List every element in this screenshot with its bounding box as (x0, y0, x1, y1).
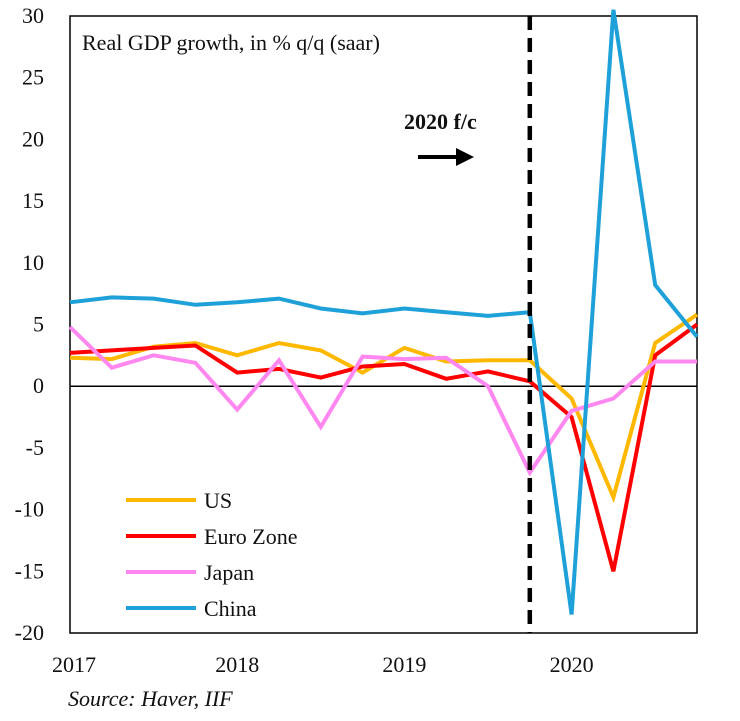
y-tick-label: 0 (33, 373, 44, 398)
y-tick-label: 20 (22, 126, 44, 151)
series-line-china (69, 9, 699, 615)
y-tick-label: -20 (15, 620, 44, 645)
x-year-label: 2018 (215, 652, 259, 677)
y-tick-label: -5 (26, 435, 44, 460)
x-year-label: 2020 (550, 652, 594, 677)
legend-label-japan: Japan (204, 560, 254, 585)
y-tick-label: 15 (22, 188, 44, 213)
y-tick-label: 25 (22, 65, 44, 90)
y-tick-label: -10 (15, 497, 44, 522)
x-year-label: 2019 (382, 652, 426, 677)
series-line-euro-zone (69, 322, 699, 572)
legend-label-euro-zone: Euro Zone (204, 524, 297, 549)
plot-frame (69, 15, 698, 634)
y-tick-label: 5 (33, 312, 44, 337)
series-line-japan (68, 325, 697, 477)
forecast-label: 2020 f/c (404, 109, 477, 134)
x-year-label: 2017 (52, 652, 96, 677)
y-tick-label: 10 (22, 250, 44, 275)
legend-label-us: US (204, 488, 232, 513)
y-tick-label: -15 (15, 558, 44, 583)
chart-title: Real GDP growth, in % q/q (saar) (82, 30, 380, 55)
gdp-growth-chart: 30 25 20 15 10 5 0 -5 -10 -15 -20 2017 2018 2019 2020 … (15, 3, 699, 677)
arrow-head-icon (456, 148, 474, 166)
series-line-us (69, 312, 699, 504)
y-tick-label: 30 (22, 3, 44, 28)
source-note: Source: Haver, IIF (68, 686, 233, 711)
legend-label-china: China (204, 596, 257, 621)
